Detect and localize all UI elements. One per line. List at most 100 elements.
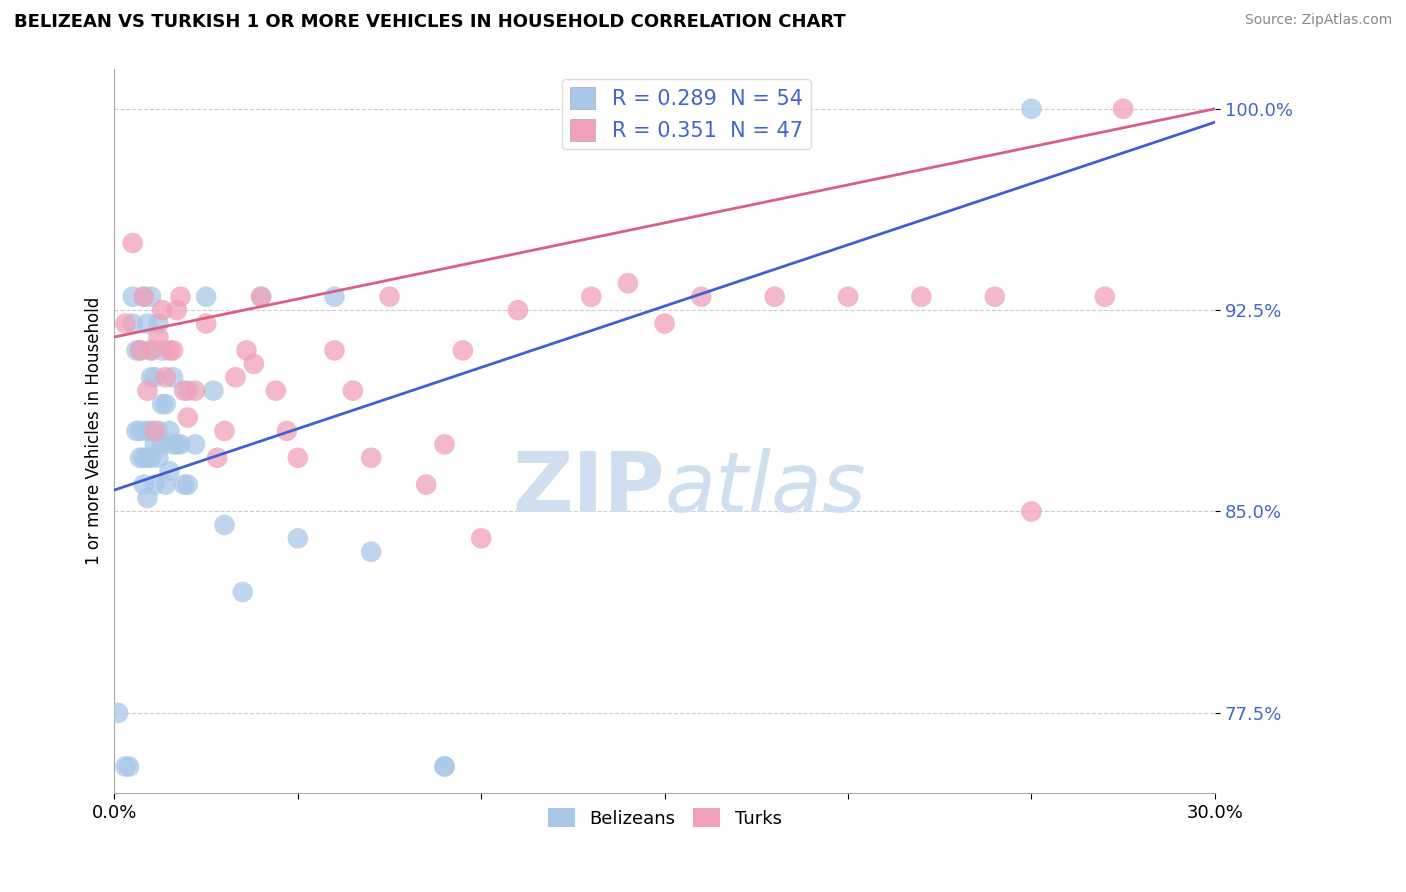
Point <box>125 424 148 438</box>
Point <box>232 585 254 599</box>
Point <box>155 370 177 384</box>
Point <box>690 290 713 304</box>
Text: atlas: atlas <box>665 449 866 530</box>
Point <box>235 343 257 358</box>
Point <box>342 384 364 398</box>
Point <box>148 317 170 331</box>
Point <box>984 290 1007 304</box>
Point <box>177 477 200 491</box>
Point <box>378 290 401 304</box>
Point <box>121 290 143 304</box>
Point <box>166 437 188 451</box>
Point <box>143 424 166 438</box>
Point <box>132 290 155 304</box>
Point <box>214 517 236 532</box>
Point <box>654 317 676 331</box>
Point <box>148 450 170 465</box>
Point <box>148 424 170 438</box>
Point <box>136 317 159 331</box>
Point <box>162 370 184 384</box>
Point <box>139 290 162 304</box>
Point <box>155 397 177 411</box>
Point <box>195 290 218 304</box>
Point <box>129 343 152 358</box>
Point <box>1094 290 1116 304</box>
Point <box>143 437 166 451</box>
Point <box>169 437 191 451</box>
Point <box>139 343 162 358</box>
Point <box>250 290 273 304</box>
Point <box>1112 102 1135 116</box>
Point <box>162 343 184 358</box>
Point <box>118 759 141 773</box>
Point <box>136 450 159 465</box>
Point <box>132 450 155 465</box>
Point <box>132 477 155 491</box>
Point <box>169 290 191 304</box>
Point <box>470 531 492 545</box>
Point <box>121 235 143 250</box>
Point <box>136 384 159 398</box>
Point <box>360 450 382 465</box>
Point <box>323 290 346 304</box>
Point <box>205 450 228 465</box>
Point <box>148 330 170 344</box>
Point <box>287 450 309 465</box>
Y-axis label: 1 or more Vehicles in Household: 1 or more Vehicles in Household <box>86 297 103 565</box>
Point <box>415 477 437 491</box>
Point <box>323 343 346 358</box>
Point <box>1021 504 1043 518</box>
Point <box>125 343 148 358</box>
Point <box>433 437 456 451</box>
Legend: Belizeans, Turks: Belizeans, Turks <box>540 801 789 835</box>
Point <box>139 370 162 384</box>
Point <box>214 424 236 438</box>
Text: Source: ZipAtlas.com: Source: ZipAtlas.com <box>1244 13 1392 28</box>
Point <box>143 370 166 384</box>
Point <box>114 759 136 773</box>
Point <box>202 384 225 398</box>
Point <box>224 370 246 384</box>
Point <box>139 343 162 358</box>
Point <box>276 424 298 438</box>
Point <box>506 303 529 318</box>
Point <box>433 759 456 773</box>
Point <box>287 531 309 545</box>
Point <box>159 343 181 358</box>
Point <box>173 384 195 398</box>
Point <box>763 290 786 304</box>
Text: ZIP: ZIP <box>512 449 665 530</box>
Point <box>159 464 181 478</box>
Text: BELIZEAN VS TURKISH 1 OR MORE VEHICLES IN HOUSEHOLD CORRELATION CHART: BELIZEAN VS TURKISH 1 OR MORE VEHICLES I… <box>14 13 846 31</box>
Point <box>250 290 273 304</box>
Point <box>581 290 603 304</box>
Point <box>195 317 218 331</box>
Point <box>617 277 640 291</box>
Point <box>129 424 152 438</box>
Point <box>360 545 382 559</box>
Point <box>129 450 152 465</box>
Point <box>150 437 173 451</box>
Point <box>166 303 188 318</box>
Point <box>139 424 162 438</box>
Point <box>184 384 207 398</box>
Point <box>150 343 173 358</box>
Point <box>173 477 195 491</box>
Point <box>1021 102 1043 116</box>
Point <box>177 384 200 398</box>
Point <box>451 343 474 358</box>
Point <box>132 290 155 304</box>
Point <box>136 424 159 438</box>
Point <box>114 317 136 331</box>
Point <box>139 450 162 465</box>
Point <box>121 317 143 331</box>
Point <box>837 290 859 304</box>
Point <box>136 491 159 505</box>
Point <box>162 437 184 451</box>
Point <box>910 290 932 304</box>
Point <box>129 343 152 358</box>
Point <box>150 397 173 411</box>
Point <box>150 303 173 318</box>
Point <box>107 706 129 720</box>
Point <box>177 410 200 425</box>
